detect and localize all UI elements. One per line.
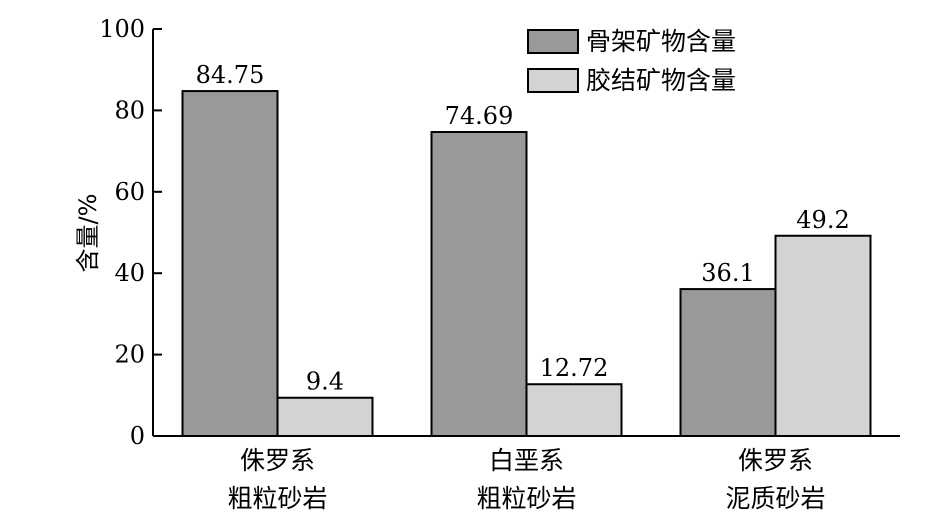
data-label: 36.1 xyxy=(701,259,754,287)
y-axis-label-group: 含量/% xyxy=(74,194,102,273)
x-tick-label: 白垩系 xyxy=(489,446,564,475)
y-axis-label: 含量/% xyxy=(74,194,102,273)
data-label: 84.75 xyxy=(196,61,265,89)
y-tick-label: 80 xyxy=(114,96,145,124)
value-labels: 84.75 9.4 74.69 12.72 36.1 49.2 xyxy=(196,61,850,396)
legend-label: 胶结矿物含量 xyxy=(586,66,736,95)
data-label: 49.2 xyxy=(796,206,849,234)
data-label: 12.72 xyxy=(540,354,609,382)
x-axis xyxy=(153,428,900,437)
x-tick-label: 粗粒砂岩 xyxy=(227,484,327,513)
bar-framework-2 xyxy=(679,288,777,437)
bar-framework-0 xyxy=(181,90,279,437)
x-tick-label: 泥质砂岩 xyxy=(725,484,825,513)
legend-swatch xyxy=(527,29,579,54)
bar-cement-1 xyxy=(525,383,623,438)
bar-cement-2 xyxy=(774,234,872,437)
x-tick-label: 侏罗系 xyxy=(240,446,315,475)
bar-framework-1 xyxy=(430,131,528,438)
y-tick-label: 20 xyxy=(114,341,145,369)
bars xyxy=(181,90,872,438)
y-tick-label: 0 xyxy=(130,422,145,450)
y-tick-label: 60 xyxy=(114,178,145,206)
legend-swatch xyxy=(527,68,579,93)
x-tick-label: 侏罗系 xyxy=(738,446,813,475)
y-axis: 0 20 40 60 80 100 xyxy=(99,15,162,450)
x-tick-label: 粗粒砂岩 xyxy=(476,484,576,513)
legend-label: 骨架矿物含量 xyxy=(586,27,736,56)
data-label: 9.4 xyxy=(306,368,344,396)
data-label: 74.69 xyxy=(445,102,514,130)
bar-cement-0 xyxy=(276,396,374,438)
y-tick-label: 100 xyxy=(99,15,145,43)
y-tick-label: 40 xyxy=(114,259,145,287)
